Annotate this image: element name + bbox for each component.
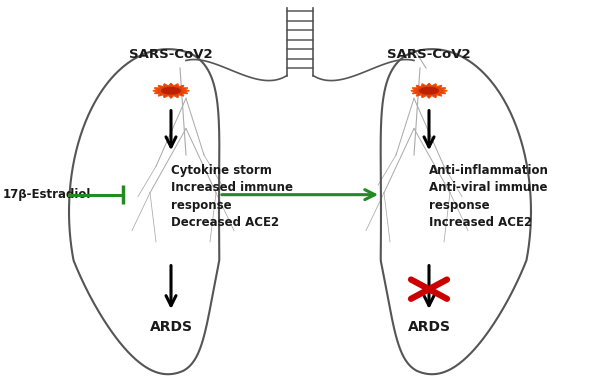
Text: 17β-Estradiol: 17β-Estradiol [3, 188, 91, 201]
Text: ARDS: ARDS [407, 320, 451, 334]
Polygon shape [420, 88, 438, 94]
Polygon shape [153, 84, 189, 98]
Polygon shape [411, 84, 447, 98]
Text: Anti-inflammation
Anti-viral immune
response
Increased ACE2: Anti-inflammation Anti-viral immune resp… [429, 164, 549, 229]
Text: Cytokine storm
Increased immune
response
Decreased ACE2: Cytokine storm Increased immune response… [171, 164, 293, 229]
Text: ARDS: ARDS [149, 320, 193, 334]
Text: SARS-CoV2: SARS-CoV2 [129, 48, 213, 61]
Polygon shape [162, 88, 180, 94]
Text: SARS-CoV2: SARS-CoV2 [387, 48, 471, 61]
